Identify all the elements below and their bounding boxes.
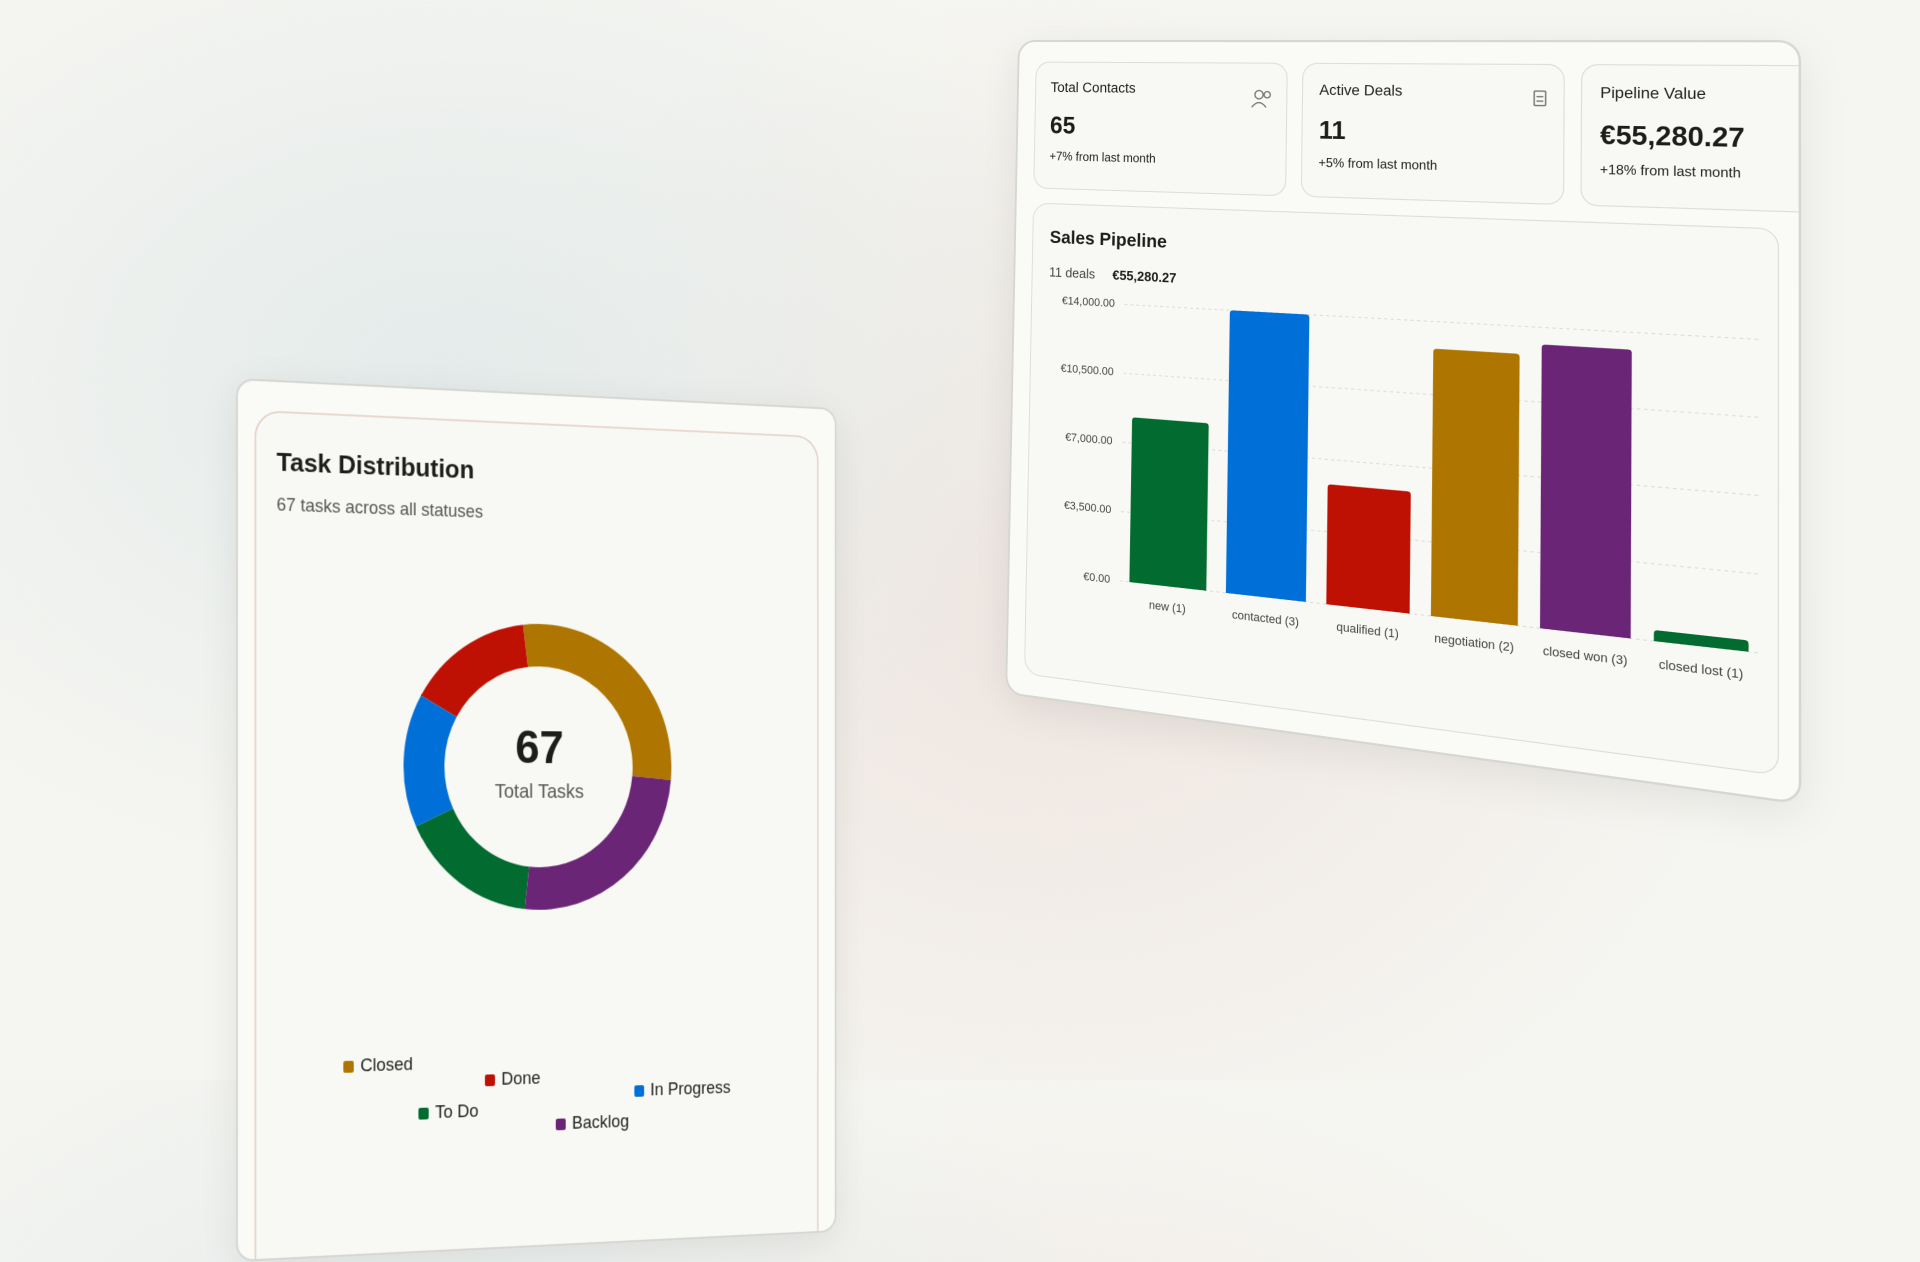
legend-label: In Progress bbox=[650, 1077, 730, 1099]
sales-panel: Total Contacts 65 +7% from last month Ac… bbox=[1005, 40, 1801, 805]
card bbox=[255, 411, 817, 1260]
donut-chart: Task Distribution 67 tasks across all st… bbox=[238, 380, 835, 1260]
bar bbox=[1326, 484, 1411, 613]
dashboard: Total Contacts 65 +7% from last month Ac… bbox=[1007, 42, 1799, 802]
legend-label: Backlog bbox=[572, 1111, 629, 1132]
bar bbox=[1540, 344, 1632, 638]
legend-swatch bbox=[634, 1085, 644, 1097]
stat-value: €55,280.27 bbox=[1600, 119, 1745, 152]
legend-swatch bbox=[485, 1074, 495, 1086]
legend-swatch bbox=[556, 1118, 566, 1130]
legend-label: Done bbox=[501, 1068, 540, 1089]
legend-label: Closed bbox=[360, 1054, 413, 1075]
stat-value: 11 bbox=[1319, 115, 1346, 144]
page: Task Distribution 67 tasks across all st… bbox=[0, 0, 1920, 1080]
stat-value: 65 bbox=[1050, 111, 1076, 139]
bar bbox=[1129, 417, 1208, 590]
center-label: Total Tasks bbox=[495, 781, 584, 803]
stat-label: Active Deals bbox=[1319, 82, 1403, 100]
bar bbox=[1226, 310, 1309, 602]
bar bbox=[1431, 349, 1520, 626]
stat-label: Total Contacts bbox=[1051, 80, 1137, 97]
pipeline-total: €55,280.27 bbox=[1112, 268, 1176, 286]
legend-label: To Do bbox=[435, 1101, 478, 1122]
center-value: 67 bbox=[515, 721, 563, 773]
stat-label: Pipeline Value bbox=[1600, 84, 1706, 103]
task-panel: Task Distribution 67 tasks across all st… bbox=[236, 378, 836, 1262]
deal-count: 11 deals bbox=[1049, 265, 1095, 282]
legend-swatch bbox=[418, 1108, 428, 1120]
legend-swatch bbox=[343, 1061, 353, 1073]
